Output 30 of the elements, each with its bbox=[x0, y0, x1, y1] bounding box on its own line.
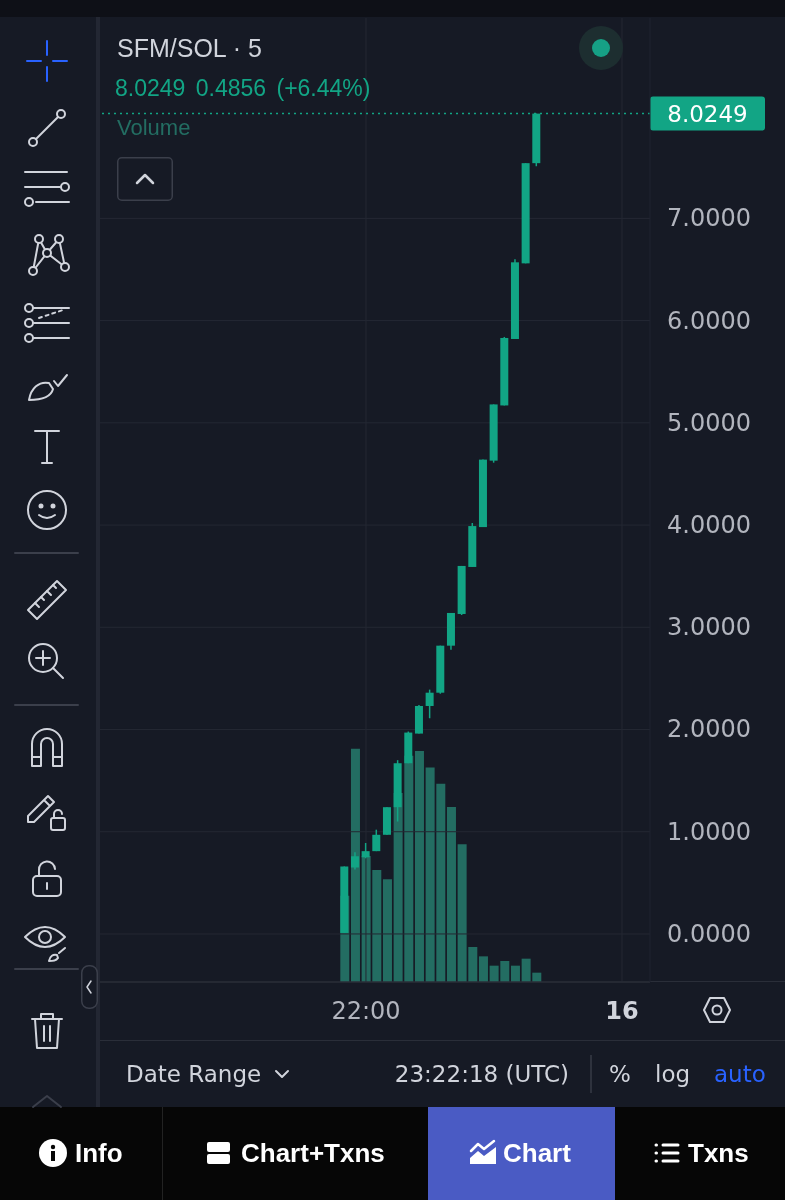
y-tick-label: 2.0000 bbox=[667, 715, 751, 744]
bar bbox=[382, 879, 392, 982]
bar bbox=[478, 956, 488, 982]
y-tick-label: 5.0000 bbox=[667, 408, 751, 437]
text: Info bbox=[75, 1137, 123, 1169]
text: 23:22:18 (UTC) bbox=[394, 1060, 569, 1089]
y-tick-label: 6.0000 bbox=[667, 306, 751, 335]
x-tick-label: 22:00 bbox=[331, 997, 401, 1025]
bar bbox=[414, 751, 424, 982]
y-tick-label: 3.0000 bbox=[667, 613, 751, 642]
text: % bbox=[609, 1060, 631, 1089]
y-tick-label: 1.0000 bbox=[667, 817, 751, 846]
bar bbox=[446, 807, 456, 982]
text: 8.0249 0.4856 (+6.44%) bbox=[115, 74, 371, 102]
candlestick bbox=[425, 688, 434, 719]
y-tick-label: 4.0000 bbox=[667, 511, 751, 540]
text: Chart bbox=[503, 1137, 571, 1169]
text: Txns bbox=[688, 1137, 749, 1169]
x-tick-label: 16 bbox=[605, 997, 639, 1025]
text: auto bbox=[714, 1060, 766, 1089]
text: log bbox=[655, 1060, 691, 1089]
text: Chart+Txns bbox=[241, 1137, 385, 1169]
text: Volume bbox=[117, 114, 191, 142]
y-tick-label: 7.0000 bbox=[667, 204, 751, 233]
ref-line-label: 8.0249 bbox=[667, 100, 748, 127]
text: SFM/SOL · 5 bbox=[117, 33, 262, 64]
y-tick-label: 0.0000 bbox=[667, 919, 751, 948]
bar bbox=[350, 748, 360, 982]
text: Date Range bbox=[126, 1060, 262, 1089]
bar bbox=[510, 965, 520, 982]
